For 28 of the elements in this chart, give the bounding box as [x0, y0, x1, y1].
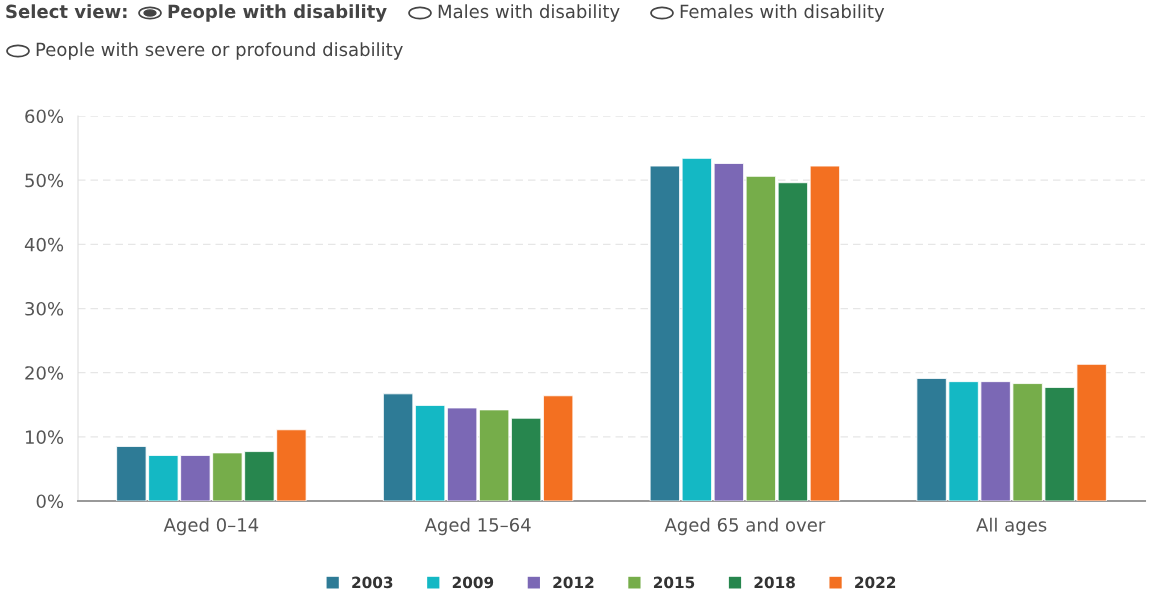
legend-label: 2009 — [452, 576, 494, 589]
y-tick-label: 10% — [25, 430, 64, 444]
bar — [414, 404, 446, 501]
y-tick-label: 20% — [25, 366, 64, 380]
x-tick-label: Aged 0–14 — [163, 517, 259, 536]
bar — [777, 182, 809, 501]
legend-label: 2015 — [653, 576, 695, 589]
bar — [809, 165, 841, 501]
text: People with disability — [168, 4, 387, 22]
text: Females with disability — [680, 4, 885, 22]
legend-label: 2018 — [754, 576, 795, 589]
x-tick-label: Aged 15–64 — [424, 517, 531, 536]
y-tick-label: 60% — [25, 109, 64, 124]
x-tick-label: All ages — [976, 517, 1047, 536]
y-tick-label: 0% — [36, 494, 64, 509]
legend-label: 2003 — [352, 576, 393, 589]
y-tick-label: 50% — [25, 173, 64, 188]
y-tick-label: 30% — [25, 301, 64, 316]
bar — [745, 175, 777, 501]
text: People with severe or profound disability — [36, 42, 403, 60]
bar — [382, 393, 414, 501]
legend-label: 2012 — [553, 576, 594, 589]
bar — [446, 407, 478, 501]
x-tick-label: Aged 65 and over — [664, 517, 826, 536]
legend-label: 2022 — [855, 576, 896, 589]
text: Males with disability — [438, 4, 620, 22]
text: Select view: — [6, 4, 127, 19]
y-tick-label: 40% — [24, 237, 64, 252]
